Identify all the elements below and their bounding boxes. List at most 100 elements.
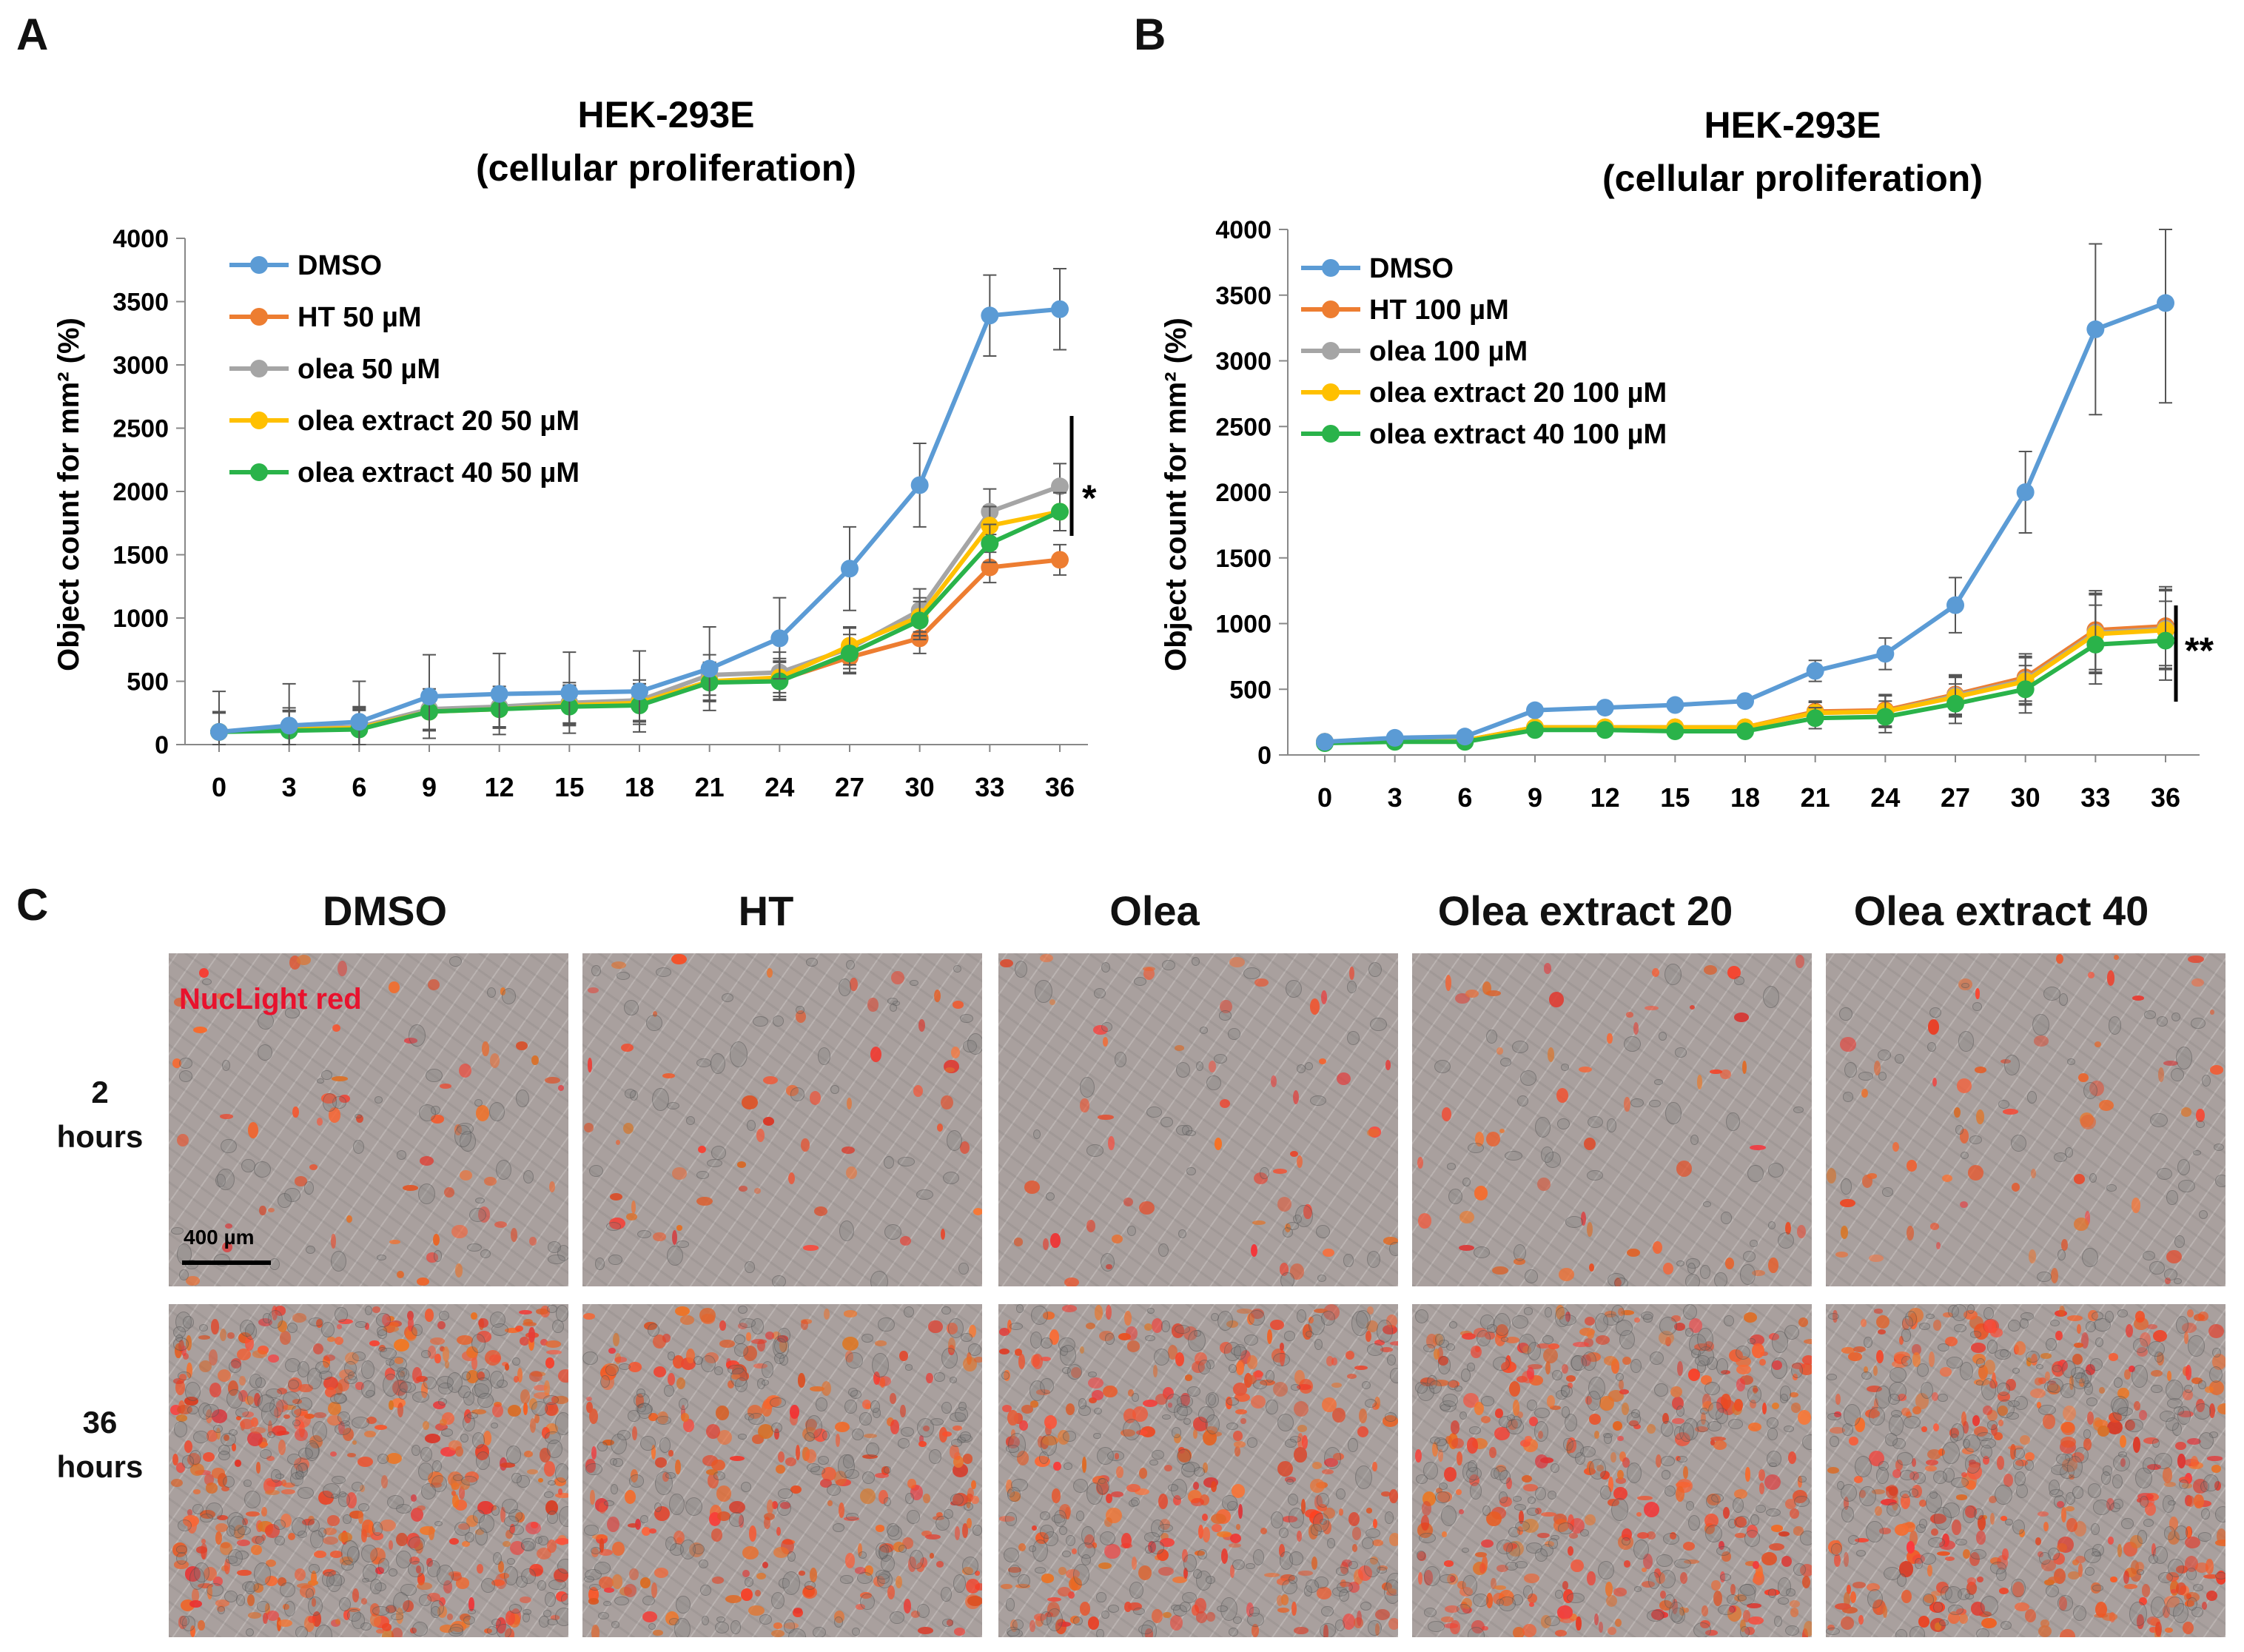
stained-nucleus — [326, 1515, 340, 1527]
stained-nucleus — [1982, 1456, 1990, 1465]
unstained-cell — [906, 1509, 920, 1524]
stained-nucleus — [787, 1172, 795, 1185]
micrograph-olea-2h — [998, 953, 1398, 1286]
unstained-cell — [217, 1606, 225, 1615]
stained-nucleus — [1833, 1553, 1841, 1568]
stained-nucleus — [2094, 1041, 2101, 1048]
unstained-cell — [253, 1161, 272, 1178]
unstained-cell — [858, 1551, 867, 1559]
stained-nucleus — [1417, 1571, 1423, 1585]
column-header-olea: Olea — [1109, 887, 1200, 934]
stained-nucleus — [2170, 1588, 2177, 1594]
unstained-cell — [870, 1270, 888, 1286]
stained-nucleus — [1174, 1044, 1185, 1051]
stained-nucleus — [1252, 1220, 1266, 1226]
stained-nucleus — [627, 1522, 639, 1528]
stained-nucleus — [283, 1414, 290, 1419]
stained-nucleus — [1998, 1588, 2009, 1595]
unstained-cell — [1191, 957, 1200, 966]
stained-nucleus — [394, 1338, 410, 1352]
stained-nucleus — [257, 1345, 269, 1354]
stained-nucleus — [1126, 1483, 1141, 1492]
stained-nucleus — [1519, 1511, 1524, 1524]
unstained-cell — [237, 1525, 251, 1536]
unstained-cell — [1434, 1059, 1451, 1073]
stained-nucleus — [323, 1354, 336, 1361]
stained-nucleus — [719, 1320, 727, 1332]
stained-nucleus — [332, 1024, 340, 1032]
unstained-cell — [1716, 1358, 1728, 1375]
stained-nucleus — [1584, 1137, 1596, 1151]
unstained-cell — [1926, 1313, 1935, 1319]
micrograph-olea-36h — [998, 1304, 1398, 1637]
stained-nucleus — [2194, 1494, 2204, 1508]
unstained-cell — [1152, 1449, 1164, 1460]
stained-nucleus — [1616, 1477, 1627, 1484]
unstained-cell — [1695, 1354, 1710, 1367]
stained-nucleus — [2132, 995, 2145, 1001]
unstained-cell — [1287, 1494, 1299, 1505]
stained-nucleus — [268, 1420, 273, 1437]
unstained-cell — [1633, 1539, 1649, 1560]
unstained-cell — [1894, 1054, 1904, 1064]
stained-nucleus — [224, 1558, 230, 1574]
unstained-cell — [674, 1617, 691, 1637]
stained-nucleus — [699, 1308, 716, 1323]
stained-nucleus — [1337, 1072, 1351, 1085]
unstained-cell — [870, 1400, 880, 1413]
unstained-cell — [1534, 1407, 1551, 1419]
unstained-cell — [606, 1221, 622, 1231]
stained-nucleus — [369, 1340, 380, 1346]
stained-nucleus — [683, 1419, 695, 1433]
stained-nucleus — [1277, 1607, 1289, 1613]
stained-nucleus — [1997, 1455, 2004, 1470]
unstained-cell — [243, 1480, 252, 1487]
stained-nucleus — [1622, 1457, 1630, 1468]
unstained-cell — [1561, 1385, 1573, 1398]
unstained-cell — [346, 1545, 360, 1563]
stained-nucleus — [2191, 1377, 2203, 1385]
chart-b-y-tick-label: 4000 — [1215, 216, 1272, 244]
stained-nucleus — [676, 1225, 683, 1231]
stained-nucleus — [1541, 1511, 1557, 1517]
unstained-cell — [2067, 1058, 2075, 1065]
stained-nucleus — [653, 1366, 667, 1378]
stained-nucleus — [1372, 1461, 1377, 1472]
unstained-cell — [358, 1503, 370, 1511]
unstained-cell — [491, 1505, 500, 1516]
unstained-cell — [1004, 1512, 1018, 1527]
stained-nucleus — [216, 1428, 221, 1440]
stained-nucleus — [2180, 1107, 2192, 1117]
stained-nucleus — [557, 1369, 568, 1383]
stained-nucleus — [1279, 1343, 1284, 1351]
unstained-cell — [1101, 1021, 1112, 1032]
unstained-cell — [1228, 1628, 1239, 1637]
unstained-cell — [1579, 1528, 1589, 1537]
unstained-cell — [618, 1363, 631, 1371]
unstained-cell — [1460, 1368, 1471, 1382]
unstained-cell — [2136, 1568, 2145, 1575]
unstained-cell — [1606, 1118, 1616, 1132]
stained-nucleus — [1389, 1340, 1398, 1346]
stained-nucleus — [172, 1377, 185, 1385]
stained-nucleus — [1701, 1411, 1707, 1426]
stained-nucleus — [2141, 1583, 2151, 1597]
stained-nucleus — [785, 1457, 797, 1467]
stained-nucleus — [170, 1479, 183, 1488]
unstained-cell — [610, 1483, 619, 1494]
unstained-cell — [2149, 1261, 2165, 1275]
unstained-cell — [274, 1519, 286, 1530]
unstained-cell — [1445, 1343, 1455, 1352]
stained-nucleus — [211, 1318, 219, 1334]
stained-nucleus — [2163, 1060, 2179, 1066]
unstained-cell — [2132, 1338, 2149, 1353]
stained-nucleus — [432, 1400, 446, 1410]
unstained-cell — [363, 1563, 377, 1582]
unstained-cell — [275, 1536, 286, 1545]
unstained-cell — [2020, 1317, 2029, 1329]
stained-nucleus — [1787, 1451, 1796, 1465]
stained-nucleus — [545, 1402, 558, 1417]
stained-nucleus — [458, 1486, 466, 1500]
stained-nucleus — [1383, 1237, 1398, 1246]
unstained-cell — [259, 1449, 272, 1459]
